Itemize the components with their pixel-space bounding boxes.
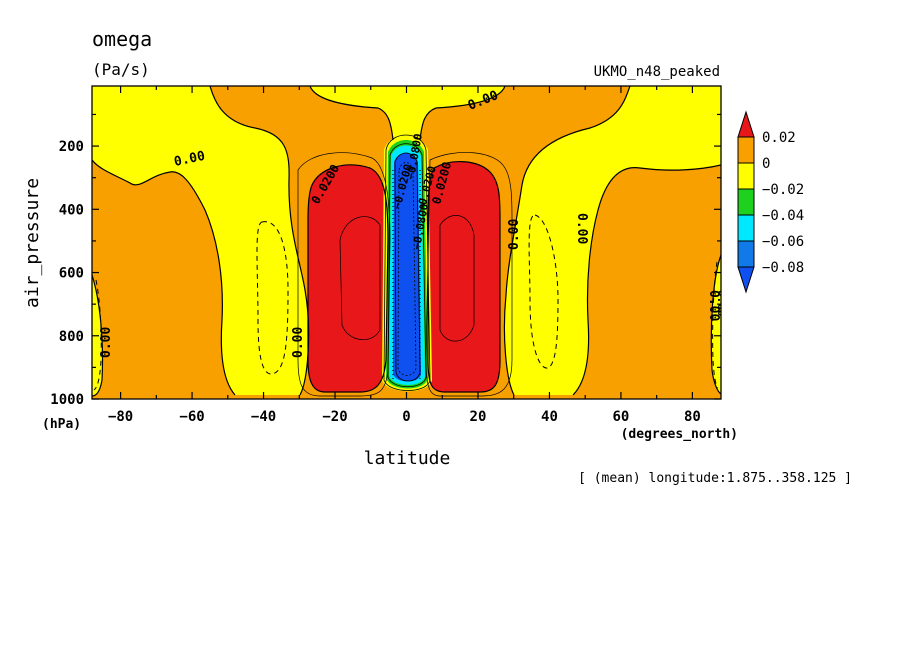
colorbar-label: −0.06 [762, 234, 804, 250]
y-axis-label: air_pressure [22, 178, 43, 308]
x-tick-label: 80 [684, 409, 701, 425]
colorbar-cell [737, 214, 755, 242]
colorbar-label: 0 [762, 156, 770, 172]
x-tick-label: −80 [108, 409, 133, 425]
model-name: UKMO_n48_peaked [594, 64, 720, 80]
y-axis-ticks: 200 400 600 800 1000 [50, 113, 721, 408]
x-axis-label: latitude [364, 448, 451, 469]
plot-area: 0.00 0.00 0.00 0.00 0.00 0.00 0.00 0.00 … [92, 86, 728, 399]
chart-units: (Pa/s) [92, 60, 150, 79]
equator-texture [392, 170, 421, 380]
x-axis-ticks: −80 −60 −40 −20 0 20 40 60 80 [108, 86, 701, 425]
contour-label: 0.00 [574, 213, 589, 244]
x-tick-label: 20 [470, 409, 487, 425]
contour-label: 0.00 [291, 327, 306, 358]
x-axis-units: (degrees_north) [621, 427, 738, 442]
field-region-left-negative [92, 86, 309, 395]
x-tick-label: −60 [179, 409, 204, 425]
x-tick-label: 40 [541, 409, 558, 425]
y-axis-units: (hPa) [42, 417, 81, 432]
colorbar-cell [737, 188, 755, 216]
colorbar-cell [737, 136, 755, 164]
contour-label: 0.00 [99, 327, 114, 358]
dashed-contours [93, 214, 719, 391]
field-region-left-positive [308, 164, 388, 392]
y-tick-label: 400 [59, 202, 84, 218]
contour-lines [92, 86, 721, 397]
contour-label: 0.00 [173, 149, 207, 170]
colorbar-label: −0.08 [762, 260, 804, 276]
x-tick-label: 0 [402, 409, 410, 425]
colorbar-bottom-arrow [737, 266, 755, 294]
field-region-top-negative [310, 86, 505, 140]
field-region-right-positive [428, 161, 500, 392]
colorbar-label: 0.02 [762, 130, 796, 146]
contour-label: 0.00 [507, 219, 522, 250]
y-tick-label: 1000 [50, 392, 84, 408]
field-region-right-negative [504, 86, 721, 395]
y-tick-label: 600 [59, 266, 84, 282]
x-tick-label: −40 [251, 409, 276, 425]
x-tick-label: −20 [322, 409, 347, 425]
colorbar-cell [737, 162, 755, 190]
x-tick-label: 60 [613, 409, 630, 425]
colorbar-label: −0.02 [762, 182, 804, 198]
y-tick-label: 200 [59, 139, 84, 155]
field-region-right-edge [711, 255, 721, 394]
chart-title: omega [92, 27, 152, 51]
colorbar-cell [737, 240, 755, 268]
colorbar-label: −0.04 [762, 208, 804, 224]
y-tick-label: 800 [59, 329, 84, 345]
colorbar-top-arrow [737, 110, 755, 138]
mean-annotation: [ (mean) longitude:1.875..358.125 ] [578, 471, 852, 486]
contour-label: 0.00 [715, 290, 728, 317]
colorbar: 0.02 0 −0.02 −0.04 −0.06 −0.08 [737, 110, 804, 294]
contour-label: 0.00 [706, 290, 721, 321]
